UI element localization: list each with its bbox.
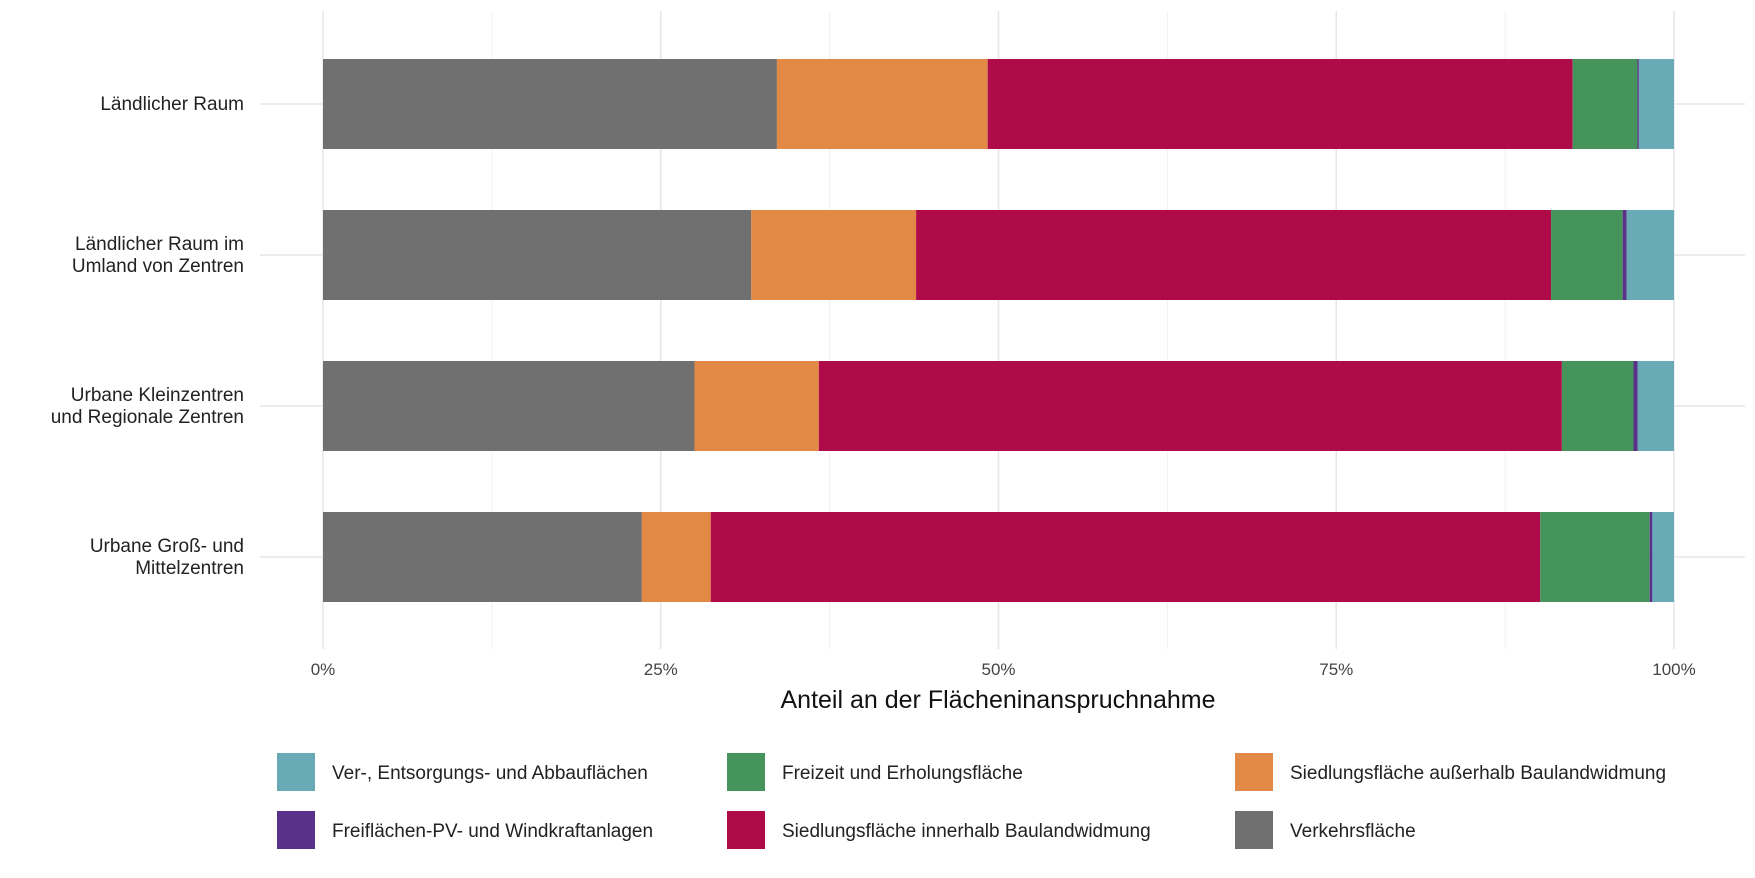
bar-segment — [1551, 210, 1623, 300]
bar-segment — [1626, 210, 1674, 300]
bar-segment — [987, 59, 1573, 149]
category-label-line: Urbane Groß- und — [90, 536, 244, 557]
bar-segment — [1649, 512, 1653, 602]
category-label-line: Umland von Zentren — [72, 256, 244, 277]
legend-label: Siedlungsfläche innerhalb Baulandwidmung — [782, 821, 1151, 842]
legend: Ver-, Entsorgungs- und Abbauflächen Freiz… — [277, 753, 1666, 849]
bar-segment — [1638, 59, 1674, 149]
bar-segment — [916, 210, 1552, 300]
legend-swatch — [1235, 753, 1273, 791]
x-tick-label: 0% — [311, 660, 336, 679]
bar-segment — [323, 210, 752, 300]
legend-swatch — [1235, 811, 1273, 849]
category-label-line: Ländlicher Raum — [100, 94, 244, 115]
legend-label: Freizeit und Erholungsfläche — [782, 763, 1023, 784]
bar-segment — [1633, 361, 1638, 451]
legend-item: Verkehrsfläche — [1235, 811, 1416, 849]
legend-label: Freiflächen-PV- und Windkraftanlagen — [332, 821, 653, 842]
bar-segment — [323, 361, 695, 451]
category-label: Urbane Groß- und Mittelzentren — [90, 536, 244, 579]
x-tick-label: 50% — [981, 660, 1015, 679]
legend-label: Siedlungsfläche außerhalb Baulandwidmung — [1290, 763, 1666, 784]
legend-item: Freiflächen-PV- und Windkraftanlagen — [277, 811, 653, 849]
legend-item: Siedlungsfläche innerhalb Baulandwidmung — [727, 811, 1151, 849]
category-label: Ländlicher Raum — [100, 94, 244, 115]
x-axis-title: Anteil an der Flächeninanspruchnahme — [781, 686, 1216, 714]
category-label-line: Urbane Kleinzentren — [71, 385, 244, 406]
bar-segment — [1637, 361, 1674, 451]
legend-item: Ver-, Entsorgungs- und Abbauflächen — [277, 753, 648, 791]
x-tick-label: 75% — [1319, 660, 1353, 679]
bar-segment — [776, 59, 988, 149]
x-tick-label: 100% — [1652, 660, 1695, 679]
bar-segment — [694, 361, 819, 451]
legend-label: Ver-, Entsorgungs- und Abbauflächen — [332, 763, 648, 784]
legend-label: Verkehrsfläche — [1290, 821, 1416, 842]
bar-segment — [1572, 59, 1638, 149]
bar-segment — [323, 59, 777, 149]
bar-segment — [1637, 59, 1639, 149]
legend-swatch — [727, 811, 765, 849]
bar-segment — [641, 512, 711, 602]
category-label: Urbane Kleinzentren und Regionale Zentren — [51, 385, 244, 428]
bar-segment — [1540, 512, 1650, 602]
category-labels: Ländlicher Raum Ländlicher Raum im Umland … — [51, 94, 244, 579]
bar-segment — [710, 512, 1541, 602]
bar-segment — [1561, 361, 1634, 451]
legend-swatch — [277, 811, 315, 849]
bar-segment — [1622, 210, 1627, 300]
x-tick-labels: 0% 25% 50% 75% 100% — [311, 660, 1696, 679]
legend-swatch — [277, 753, 315, 791]
category-label-line: Mittelzentren — [135, 558, 244, 579]
category-label-line: und Regionale Zentren — [51, 407, 244, 428]
bars — [323, 59, 1674, 602]
legend-item: Freizeit und Erholungsfläche — [727, 753, 1023, 791]
category-label: Ländlicher Raum im Umland von Zentren — [72, 234, 244, 277]
category-label-line: Ländlicher Raum im — [75, 234, 244, 255]
bar-segment — [751, 210, 917, 300]
bar-segment — [818, 361, 1562, 451]
bar-segment — [1652, 512, 1674, 602]
legend-item: Siedlungsfläche außerhalb Baulandwidmung — [1235, 753, 1666, 791]
x-tick-label: 25% — [644, 660, 678, 679]
legend-swatch — [727, 753, 765, 791]
bar-segment — [323, 512, 642, 602]
